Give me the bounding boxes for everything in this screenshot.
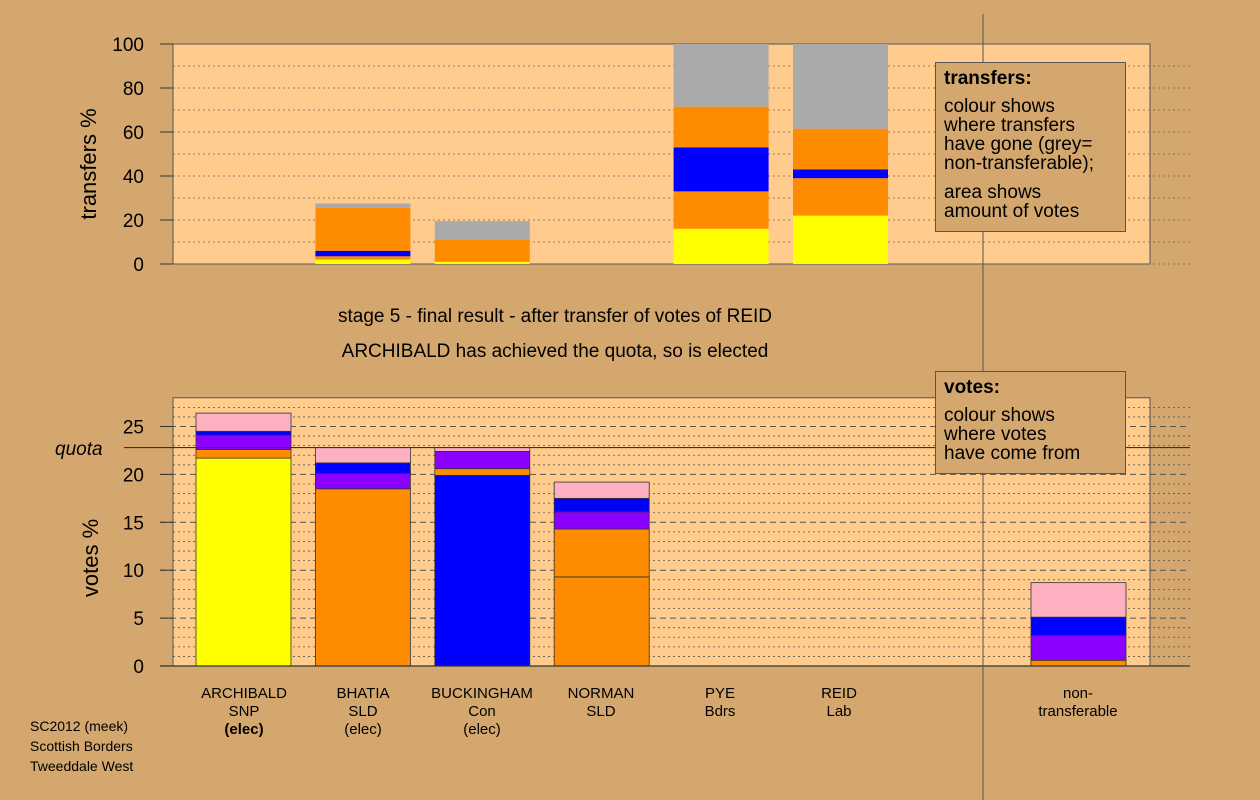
transfers-legend-line: where transfers <box>944 115 1075 136</box>
candidate-name: NORMAN <box>567 685 635 702</box>
votes-bar-segment <box>195 457 292 667</box>
votes-bar-segment <box>434 474 531 667</box>
transfers-bar-segment <box>793 128 888 170</box>
candidate-name: BHATIA <box>336 685 390 702</box>
candidate-party: SLD <box>586 703 616 720</box>
candidate-party: Con <box>468 703 496 720</box>
nontransferable-label: non- transferable <box>1013 685 1143 721</box>
votes-legend-line: have come from <box>944 443 1081 464</box>
transfers-bar-segment <box>673 106 769 148</box>
votes-bar-segment <box>195 412 292 432</box>
candidate-party: SNP <box>228 703 260 720</box>
transfers-tick-label: 0 <box>133 255 144 276</box>
votes-legend-line: where votes <box>944 424 1047 445</box>
candidate-name: ARCHIBALD <box>201 685 287 702</box>
votes-legend: votes: colour shows where votes have com… <box>935 371 1126 474</box>
votes-bar-segment <box>314 488 411 667</box>
candidate-label-reid: REID Lab <box>774 685 904 721</box>
votes-bar-segment <box>1030 582 1127 618</box>
nontransferable-label-line: non- <box>1062 685 1094 702</box>
transfers-bar-segment <box>434 261 530 264</box>
transfers-legend-line: area shows <box>944 182 1042 203</box>
votes-bar-segment <box>1030 616 1127 636</box>
votes-tick-label: 25 <box>123 418 144 439</box>
candidate-label-pye: PYE Bdrs <box>655 685 785 721</box>
footer-line: Scottish Borders <box>30 738 133 754</box>
transfers-legend-line: colour shows <box>944 96 1055 117</box>
votes-tick-label: 15 <box>123 513 144 534</box>
transfers-bar-segment <box>315 203 411 208</box>
transfers-bar-segment <box>793 169 888 179</box>
votes-tick-label: 10 <box>123 561 144 582</box>
votes-bar-segment <box>314 473 411 490</box>
candidate-label-buckingham: BUCKINGHAM Con (elec) <box>417 685 547 739</box>
transfers-legend-line: have gone (grey= <box>944 134 1093 155</box>
transfers-bar-segment <box>673 228 769 264</box>
footer: SC2012 (meek) Scottish Borders Tweeddale… <box>30 716 133 776</box>
transfers-bar-segment <box>434 221 530 240</box>
transfers-bar-segment <box>793 215 888 264</box>
candidate-status: (elec) <box>344 721 382 738</box>
votes-bar-segment <box>434 451 531 470</box>
votes-bar-segment <box>314 447 411 464</box>
transfers-legend-title: transfers: <box>944 68 1032 89</box>
transfers-bar-segment <box>315 250 411 257</box>
candidate-party: Bdrs <box>704 703 736 720</box>
transfers-tick-label: 80 <box>123 79 144 100</box>
votes-legend-line: colour shows <box>944 405 1055 426</box>
footer-line: Tweeddale West <box>30 758 134 774</box>
candidate-name: REID <box>821 685 857 702</box>
votes-bar-segment <box>314 462 411 474</box>
transfers-bar-segment <box>434 239 530 262</box>
transfers-bar-segment <box>315 256 411 260</box>
candidate-status: (elec) <box>224 721 264 738</box>
transfers-bar-segment <box>673 44 769 107</box>
quota-label: quota <box>55 439 103 460</box>
stage-subtitle: ARCHIBALD has achieved the quota, so is … <box>341 341 769 362</box>
votes-tick-label: 0 <box>133 657 144 678</box>
votes-bar-segment <box>434 468 531 476</box>
votes-tick-label: 5 <box>133 609 144 630</box>
transfers-legend-line: amount of votes <box>944 201 1080 222</box>
votes-bar-segment <box>553 528 650 578</box>
transfers-bar-segment <box>673 191 769 229</box>
transfers-bar-segment <box>315 259 411 264</box>
candidate-party: Lab <box>826 703 852 720</box>
votes-bar-segment <box>553 481 650 499</box>
transfers-tick-label: 40 <box>123 167 144 188</box>
votes-bar-segment <box>1030 634 1127 661</box>
votes-bar-segment <box>195 430 292 436</box>
transfers-tick-label: 20 <box>123 211 144 232</box>
candidate-name: BUCKINGHAM <box>431 685 533 702</box>
nontransferable-label-line: transferable <box>1038 703 1118 720</box>
votes-bar-segment <box>1030 659 1127 667</box>
votes-tick-label: 20 <box>123 465 144 486</box>
transfers-bar-segment <box>673 147 769 192</box>
transfers-bar-segment <box>315 207 411 251</box>
votes-bar-segment <box>553 511 650 530</box>
footer-line: SC2012 (meek) <box>30 718 129 734</box>
transfers-bar-segment <box>793 178 888 216</box>
candidate-status: (elec) <box>463 721 501 738</box>
candidate-label-archibald: ARCHIBALD SNP (elec) <box>179 685 309 739</box>
candidate-label-bhatia: BHATIA SLD (elec) <box>298 685 428 739</box>
votes-legend-title: votes: <box>944 377 1000 398</box>
transfers-axis-label: transfers % <box>76 108 101 219</box>
transfers-legend: transfers: colour shows where transfers … <box>935 62 1126 232</box>
transfers-legend-line: non-transferable); <box>944 153 1094 174</box>
votes-bar-segment <box>195 449 292 459</box>
transfers-tick-label: 60 <box>123 123 144 144</box>
candidate-label-norman: NORMAN SLD <box>536 685 666 721</box>
votes-bar-segment <box>553 576 650 667</box>
transfers-tick-label: 100 <box>112 35 144 56</box>
votes-axis-label: votes % <box>78 519 103 597</box>
votes-bar-segment <box>553 497 650 513</box>
candidate-name: PYE <box>704 685 735 702</box>
candidate-party: SLD <box>348 703 378 720</box>
stage-title: stage 5 - final result - after transfer … <box>337 306 772 327</box>
transfers-bar-segment <box>793 44 888 129</box>
